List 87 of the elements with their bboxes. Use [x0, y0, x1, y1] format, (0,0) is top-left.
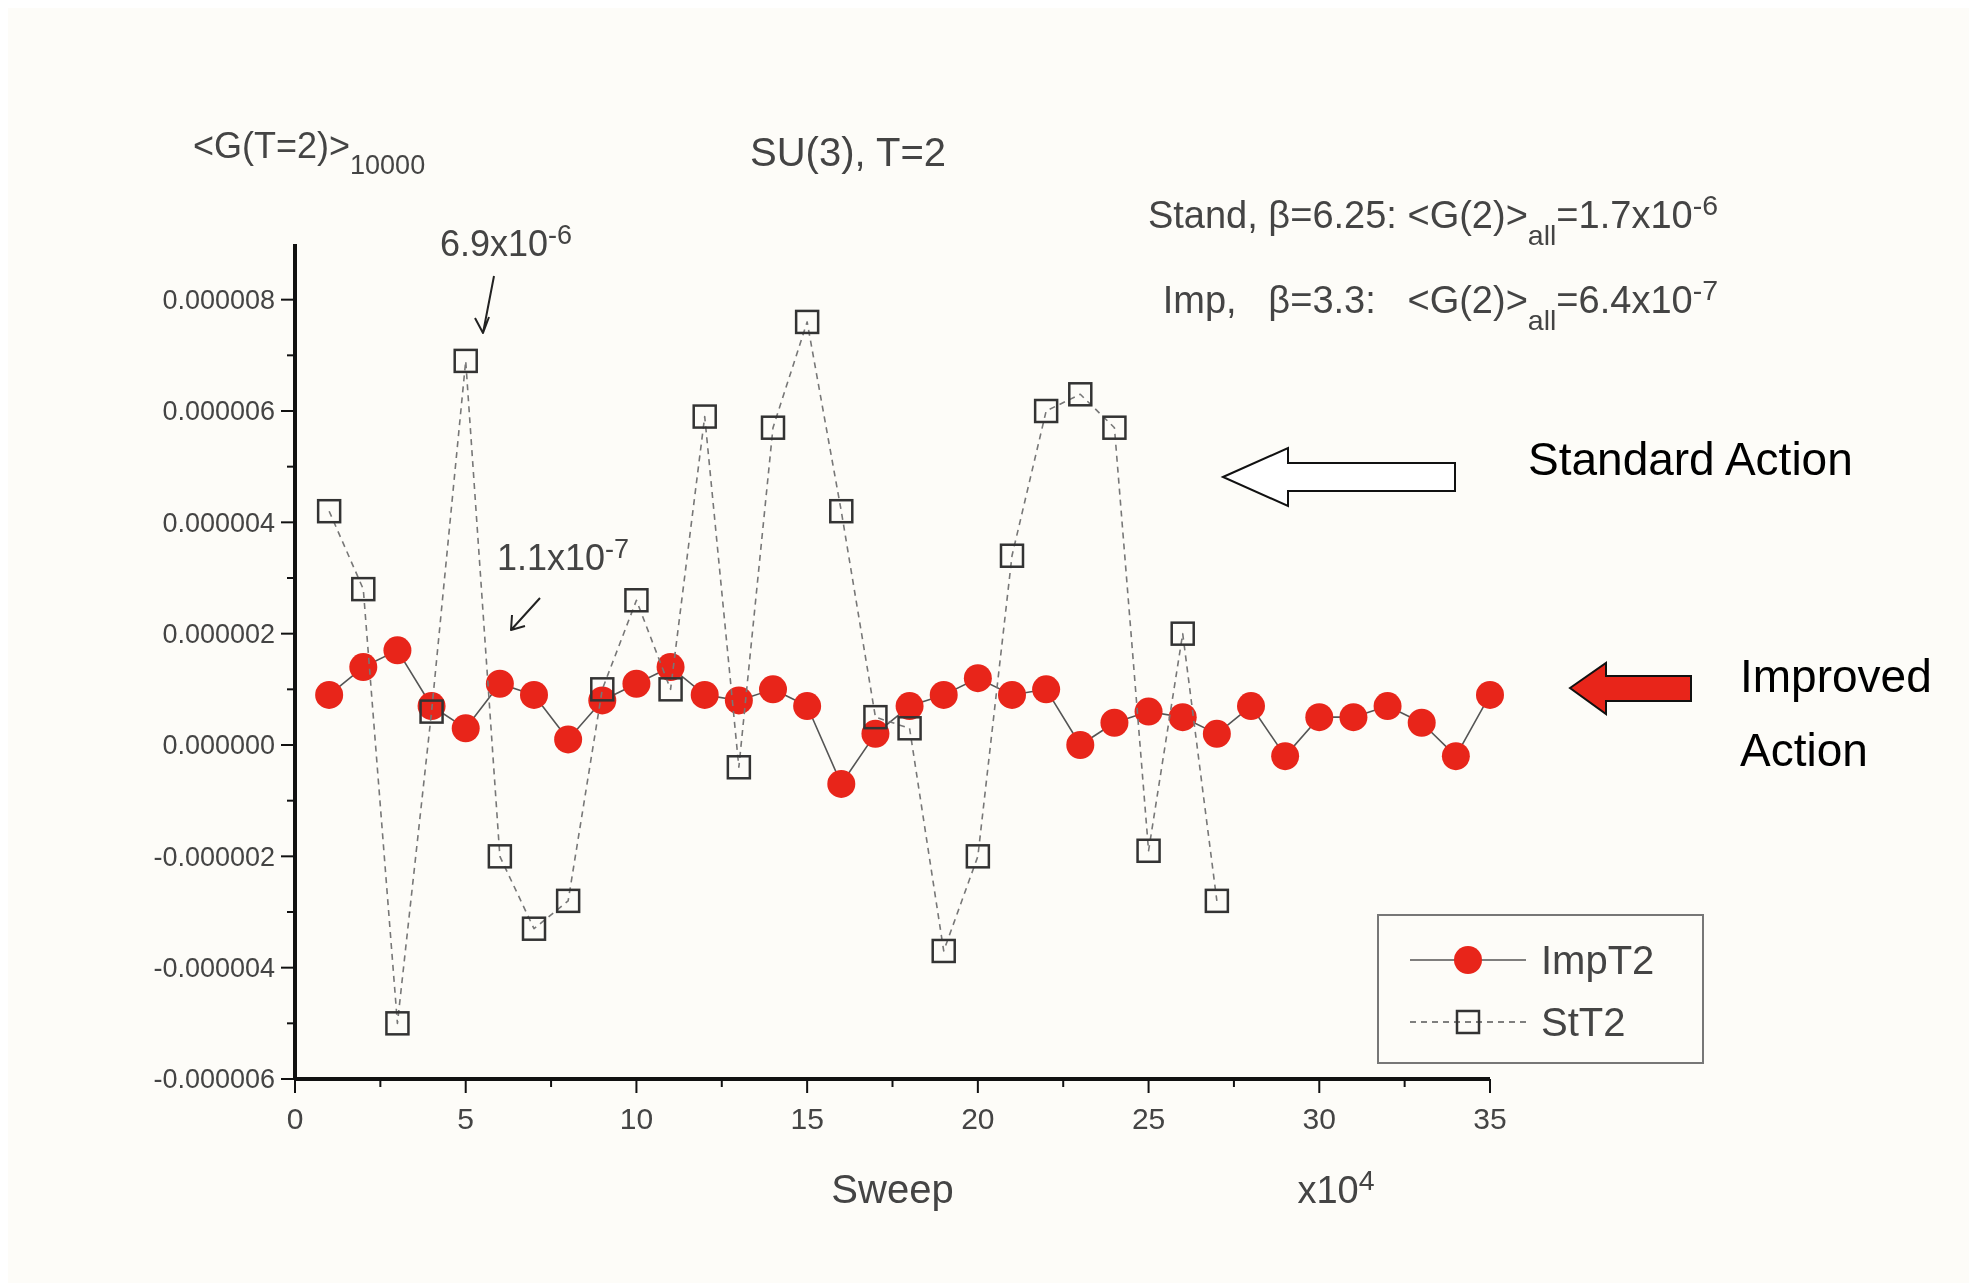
point [1373, 692, 1402, 721]
point [590, 677, 615, 702]
point [385, 1011, 410, 1036]
point [1033, 398, 1059, 424]
point [521, 916, 547, 941]
point [1102, 415, 1127, 440]
point [520, 680, 548, 709]
x-tick-label: 35 [1473, 1102, 1507, 1135]
point [690, 680, 719, 709]
point [829, 498, 854, 524]
point [419, 699, 444, 724]
y-tick-label: 0.000002 [162, 619, 275, 650]
point [998, 680, 1026, 709]
text: Standard Action [1528, 433, 1853, 485]
point [351, 576, 376, 602]
point [861, 719, 890, 748]
point [487, 844, 513, 869]
point [451, 714, 480, 743]
y-tick-label: -0.000004 [153, 953, 275, 984]
x-tick-label: 25 [1131, 1102, 1166, 1135]
point [724, 686, 753, 715]
y-axis-title: <G(T=2)>$_{10000}$ [193, 125, 426, 181]
point [555, 888, 581, 914]
point [999, 543, 1025, 568]
point [897, 716, 922, 741]
point [316, 498, 342, 524]
point [1476, 680, 1504, 709]
point [863, 704, 888, 730]
point [1305, 703, 1334, 732]
x-tick-label: 5 [457, 1102, 475, 1135]
point [383, 636, 412, 665]
point [965, 844, 991, 869]
point [622, 669, 651, 698]
point [827, 769, 856, 798]
point [1237, 692, 1265, 721]
point [692, 404, 717, 429]
point [349, 653, 378, 682]
point [453, 348, 478, 374]
annotation: Imp, β=3.3: <G(2)>$_{all}$=6.4x10$^{-7}$ [1162, 273, 1718, 337]
y-tick-label: 0.000000 [162, 730, 275, 761]
legend-label: ImpT2 [1541, 938, 1655, 982]
point [485, 669, 514, 698]
y-tick-label: -0.000002 [153, 841, 275, 872]
point [1068, 382, 1093, 407]
x-tick-label: 10 [619, 1102, 654, 1135]
point [624, 588, 649, 613]
point [1170, 621, 1195, 646]
text: Improved Action [1740, 650, 1932, 776]
point [1168, 703, 1197, 732]
point [929, 680, 958, 709]
point [315, 680, 344, 709]
y-tick-label: -0.000006 [153, 1064, 275, 1095]
x-tick-label: 20 [961, 1102, 995, 1135]
point [1407, 708, 1436, 737]
point [931, 938, 956, 964]
y-tick-label: 0.000006 [162, 396, 275, 427]
point [1066, 731, 1095, 759]
x-axis-title: Sweep [831, 1167, 954, 1211]
point [1202, 719, 1231, 748]
y-tick-label: 0.000008 [162, 285, 275, 316]
point [1339, 703, 1368, 732]
point [1100, 708, 1129, 737]
point [1271, 742, 1300, 771]
point [658, 677, 683, 702]
point [760, 415, 786, 440]
point [1032, 675, 1061, 704]
point [759, 675, 787, 704]
annotation: 1.1x10$^{-7}$ [496, 533, 630, 578]
point [963, 664, 992, 693]
x-tick-label: 30 [1302, 1102, 1336, 1135]
point [1441, 742, 1470, 771]
point [1136, 838, 1161, 864]
legend-label: StT2 [1541, 1000, 1626, 1044]
point [793, 692, 822, 721]
point [554, 725, 583, 754]
point [895, 692, 924, 721]
x-tick-label: 0 [286, 1102, 304, 1135]
annotation: 6.9x10$^{-6}$ [439, 219, 573, 264]
point [1204, 888, 1230, 914]
text: x10$^{4}$ [1297, 1163, 1375, 1211]
x-tick-label: 15 [790, 1102, 824, 1135]
point [1134, 697, 1163, 726]
point [726, 755, 752, 780]
y-tick-label: 0.000004 [162, 507, 275, 538]
chart-title: SU(3), T=2 [750, 130, 946, 174]
annotation: Stand, β=6.25: <G(2)>$_{all}$=1.7x10$^{-6}$ [1147, 188, 1718, 252]
point [794, 309, 820, 335]
